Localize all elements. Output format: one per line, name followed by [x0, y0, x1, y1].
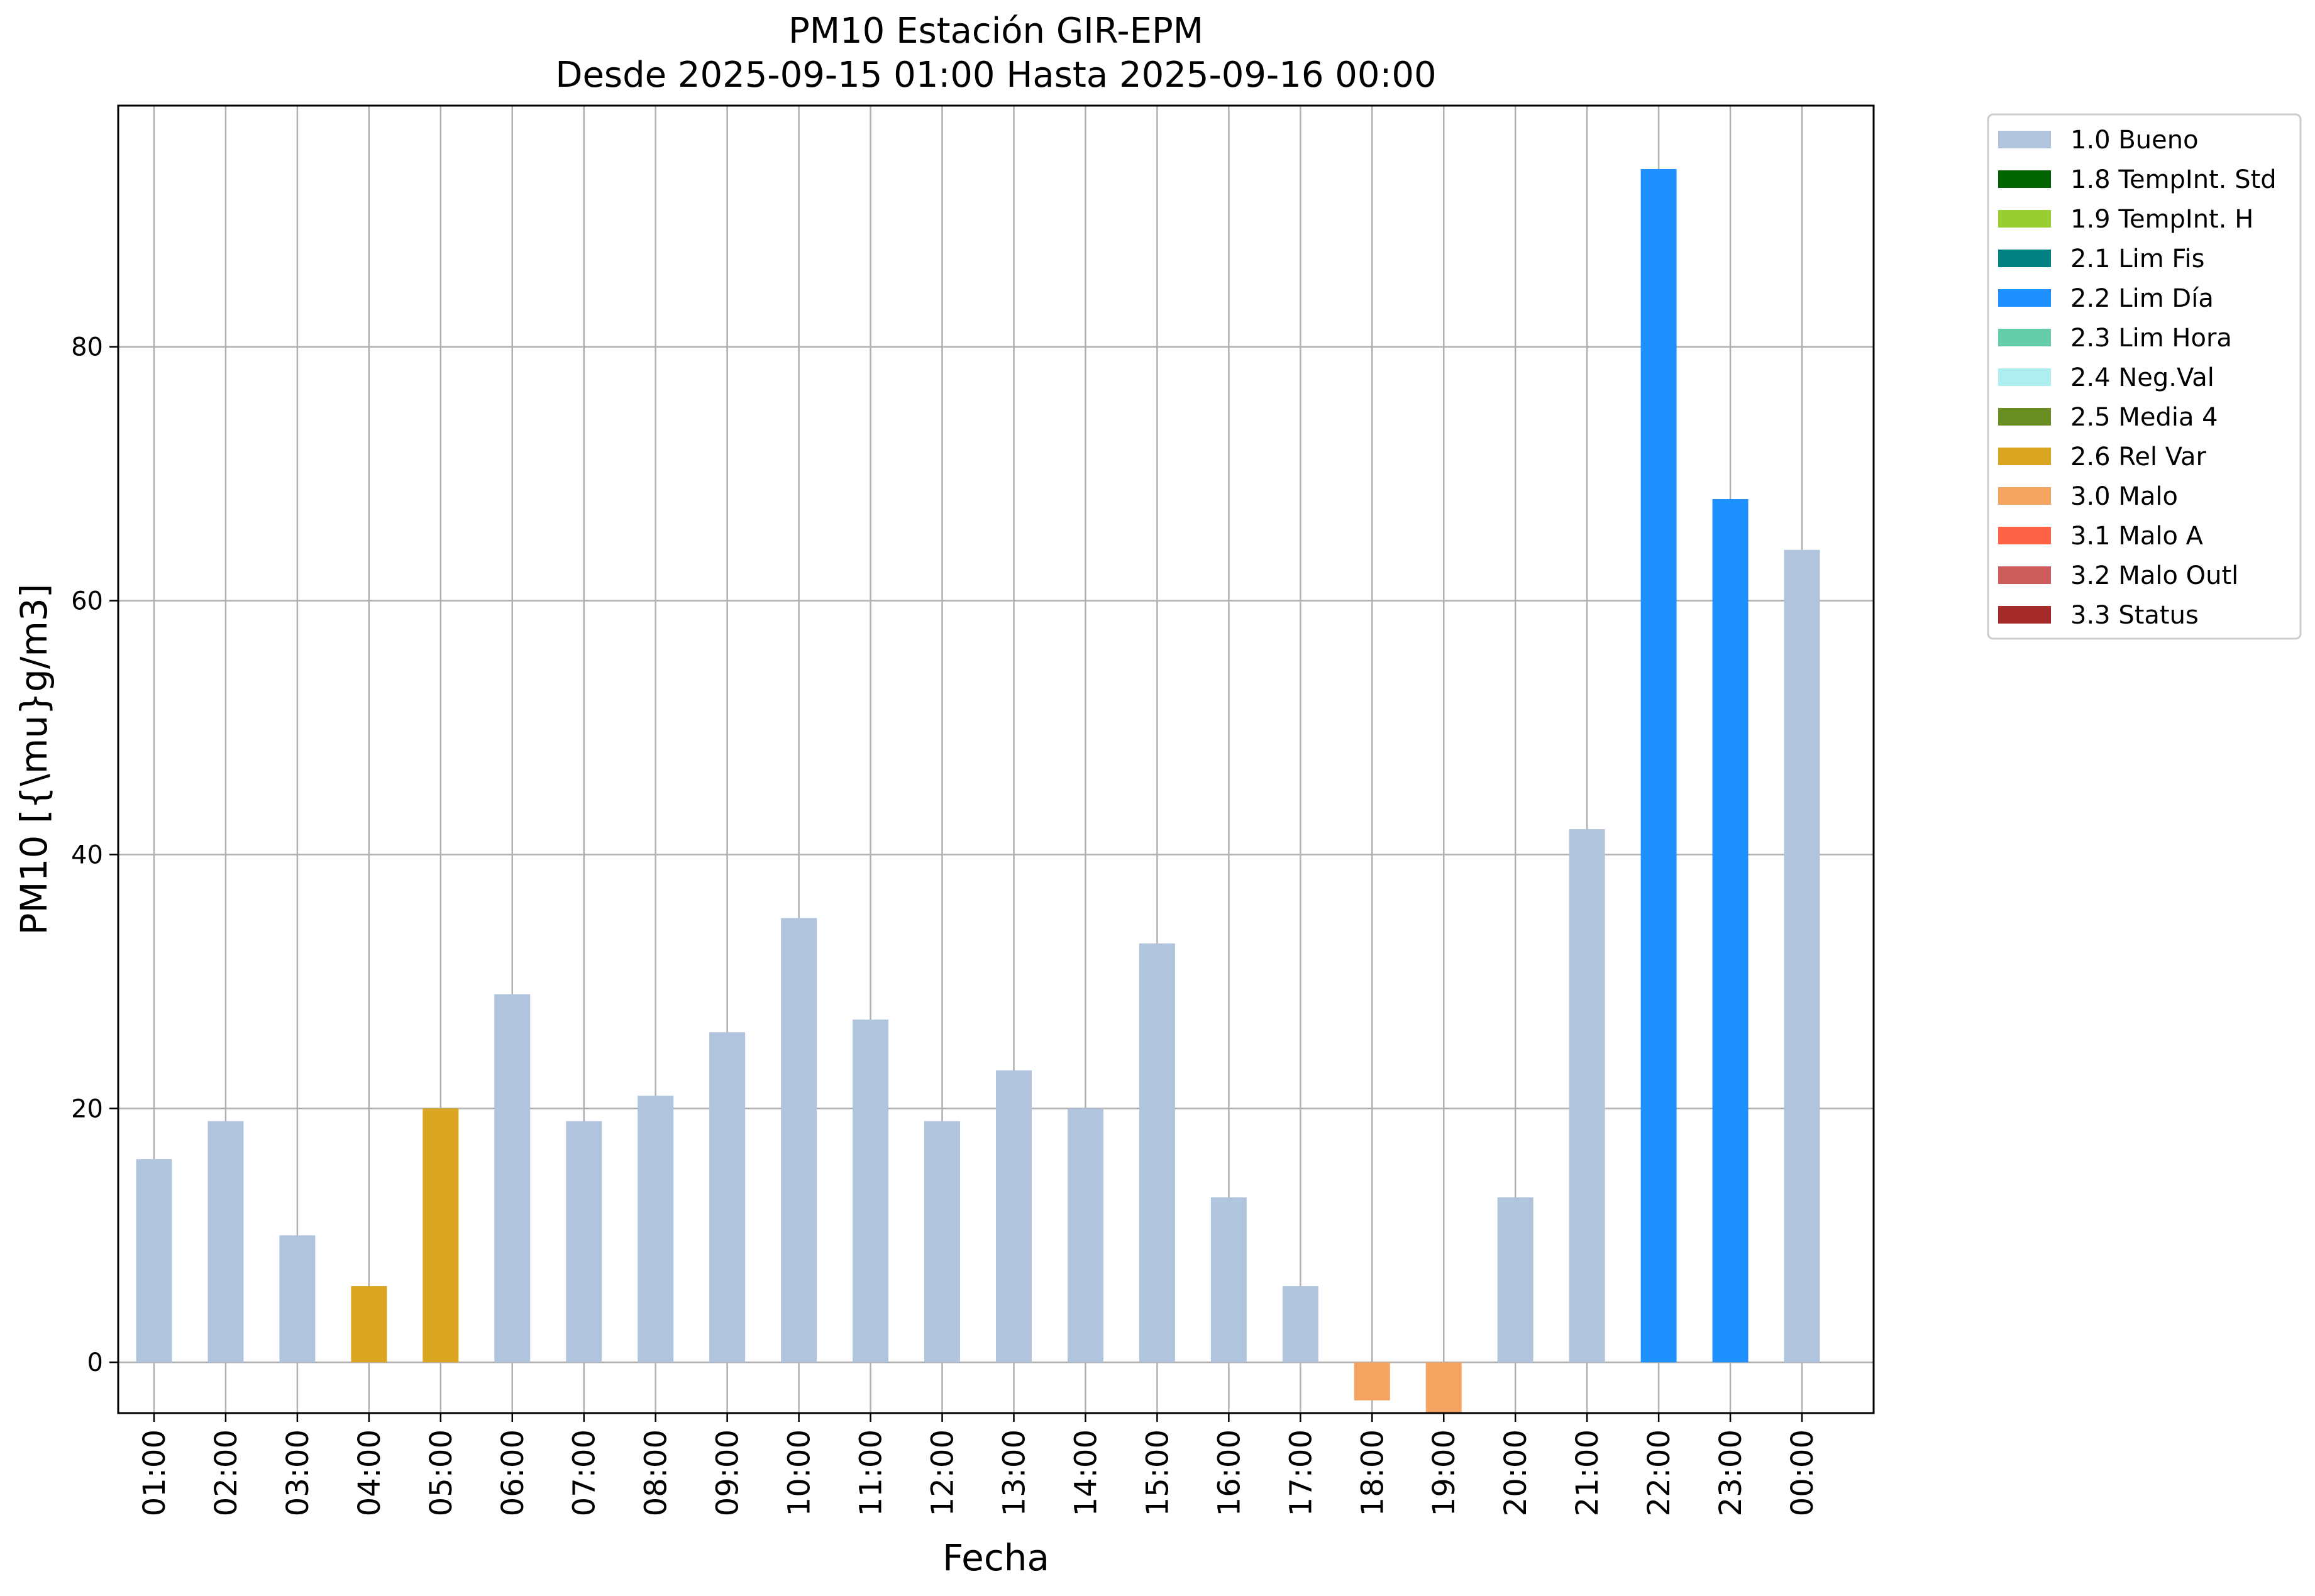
bar-13:00 [996, 1070, 1032, 1363]
legend-label: 3.1 Malo A [2070, 522, 2204, 551]
x-tick-label: 12:00 [925, 1429, 961, 1516]
x-tick-label: 13:00 [997, 1429, 1032, 1516]
legend-label: 1.9 TempInt. H [2070, 205, 2253, 234]
y-tick-label: 20 [71, 1094, 103, 1123]
bar-00:00 [1784, 549, 1820, 1363]
chart-title-line2: Desde 2025-09-15 01:00 Hasta 2025-09-16 … [555, 55, 1436, 96]
bar-06:00 [494, 994, 531, 1363]
legend-label: 1.0 Bueno [2070, 126, 2199, 155]
x-tick-label: 00:00 [1785, 1429, 1820, 1516]
bar-16:00 [1210, 1197, 1247, 1363]
bar-01:00 [136, 1159, 172, 1363]
x-tick-label: 07:00 [567, 1429, 602, 1516]
y-tick-label: 60 [71, 587, 103, 616]
x-tick-label: 21:00 [1570, 1429, 1605, 1516]
x-tick-label: 14:00 [1068, 1429, 1103, 1516]
legend-swatch [1998, 606, 2051, 624]
bar-04:00 [351, 1286, 387, 1363]
legend-swatch [1998, 250, 2051, 267]
chart-title-line1: PM10 Estación GIR-EPM [788, 11, 1203, 52]
x-tick-label: 23:00 [1713, 1429, 1749, 1516]
legend-label: 2.1 Lim Fis [2070, 245, 2204, 273]
bar-07:00 [566, 1121, 602, 1363]
bar-20:00 [1497, 1197, 1533, 1363]
x-tick-label: 17:00 [1283, 1429, 1318, 1516]
legend-swatch [1998, 131, 2051, 148]
legend-label: 1.8 TempInt. Std [2070, 165, 2277, 194]
bar-05:00 [423, 1108, 459, 1363]
legend-swatch [1998, 527, 2051, 544]
legend-swatch [1998, 448, 2051, 465]
legend-swatch [1998, 210, 2051, 228]
x-tick-label: 08:00 [639, 1429, 674, 1516]
x-tick-label: 03:00 [280, 1429, 316, 1516]
legend: 1.0 Bueno 1.8 TempInt. Std 1.9 TempInt. H 2… [1987, 113, 2302, 640]
y-tick-label: 0 [87, 1348, 103, 1377]
x-tick-label: 19:00 [1427, 1429, 1462, 1516]
bar-23:00 [1712, 499, 1749, 1363]
x-tick-label: 15:00 [1140, 1429, 1175, 1516]
bar-18:00 [1354, 1362, 1390, 1401]
legend-label: 3.2 Malo Outl [2070, 561, 2238, 590]
x-axis-ticks: 01:00 02:00 03:00 04:00 05:00 06:00 07:00 08:00… [137, 1413, 1820, 1516]
legend-swatch [1998, 170, 2051, 188]
legend-swatch [1998, 329, 2051, 346]
x-tick-label: 10:00 [782, 1429, 817, 1516]
x-tick-label: 20:00 [1498, 1429, 1533, 1516]
bar-17:00 [1282, 1286, 1318, 1363]
x-tick-label: 01:00 [137, 1429, 172, 1516]
legend-swatch [1998, 487, 2051, 505]
legend-label: 2.3 Lim Hora [2070, 324, 2232, 353]
y-tick-label: 80 [71, 333, 103, 362]
y-tick-label: 40 [71, 840, 103, 869]
bar-02:00 [207, 1121, 244, 1363]
x-tick-label: 05:00 [424, 1429, 459, 1516]
bar-14:00 [1067, 1108, 1103, 1363]
bar-19:00 [1425, 1362, 1462, 1413]
x-tick-label: 02:00 [209, 1429, 244, 1516]
x-tick-label: 18:00 [1355, 1429, 1390, 1516]
x-tick-label: 16:00 [1212, 1429, 1247, 1516]
legend-label: 3.0 Malo [2070, 482, 2178, 511]
bar-10:00 [781, 918, 817, 1363]
bar-21:00 [1569, 829, 1605, 1363]
legend-label: 3.3 Status [2070, 601, 2199, 630]
bar-03:00 [279, 1235, 316, 1363]
y-axis-ticks: 0 20 40 60 80 [71, 333, 118, 1377]
bar-09:00 [709, 1032, 746, 1363]
x-tick-label: 09:00 [710, 1429, 746, 1516]
x-tick-label: 22:00 [1642, 1429, 1677, 1516]
x-tick-label: 11:00 [854, 1429, 889, 1516]
bars [136, 168, 1820, 1413]
legend-label: 2.6 Rel Var [2070, 443, 2207, 471]
legend-swatch [1998, 289, 2051, 307]
legend-swatch [1998, 566, 2051, 584]
legend-label: 2.5 Media 4 [2070, 403, 2218, 432]
bar-22:00 [1640, 168, 1677, 1363]
bar-15:00 [1139, 943, 1175, 1363]
legend-frame [1987, 113, 2302, 640]
bar-12:00 [924, 1121, 961, 1363]
y-axis-label: PM10 [{\mu}g/m3] [13, 584, 55, 935]
x-axis-label: Fecha [942, 1536, 1049, 1579]
legend-swatch [1998, 408, 2051, 426]
legend-swatch [1998, 368, 2051, 386]
legend-label: 2.4 Neg.Val [2070, 363, 2214, 392]
plot-frame [117, 104, 1875, 1414]
bar-08:00 [638, 1096, 674, 1363]
legend-label: 2.2 Lim Día [2070, 284, 2214, 313]
x-tick-label: 04:00 [352, 1429, 387, 1516]
x-tick-label: 06:00 [495, 1429, 531, 1516]
bar-11:00 [853, 1019, 889, 1363]
